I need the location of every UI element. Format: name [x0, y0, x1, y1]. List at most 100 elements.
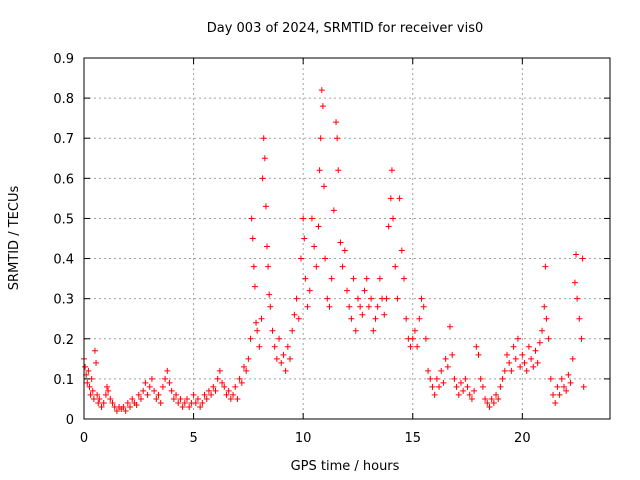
data-point [565, 371, 572, 378]
data-point [306, 287, 313, 294]
data-point [166, 379, 173, 386]
y-tick-label: 0.2 [53, 333, 74, 348]
data-point [457, 379, 464, 386]
data-point [164, 367, 171, 374]
data-point [359, 311, 366, 318]
data-point [247, 335, 254, 342]
data-point [248, 215, 255, 222]
y-tick-label: 0.6 [53, 172, 74, 187]
data-point [308, 215, 315, 222]
data-point [455, 391, 462, 398]
data-point [184, 395, 191, 402]
data-point [236, 375, 243, 382]
data-point [512, 355, 519, 362]
data-point [479, 383, 486, 390]
data-point [576, 315, 583, 322]
data-point [120, 403, 127, 410]
data-point [550, 391, 557, 398]
data-point [490, 399, 497, 406]
data-point [534, 359, 541, 366]
data-point [219, 379, 226, 386]
data-point [256, 343, 263, 350]
data-point [493, 391, 500, 398]
data-point [113, 407, 120, 414]
data-point [109, 399, 116, 406]
data-point [440, 379, 447, 386]
data-point [339, 263, 346, 270]
data-point [84, 379, 91, 386]
data-point [523, 367, 530, 374]
data-point [407, 343, 414, 350]
data-point [396, 195, 403, 202]
data-point [337, 239, 344, 246]
data-point [567, 379, 574, 386]
data-point [144, 391, 151, 398]
data-point [313, 263, 320, 270]
data-point [579, 255, 586, 262]
data-point [542, 263, 549, 270]
data-point [370, 327, 377, 334]
data-point [420, 303, 427, 310]
data-point [477, 375, 484, 382]
data-point [243, 367, 250, 374]
data-point [124, 399, 131, 406]
data-point [253, 319, 260, 326]
data-point [330, 207, 337, 214]
data-point [449, 351, 456, 358]
y-tick-label: 0.4 [53, 253, 74, 268]
data-point [259, 175, 266, 182]
grid-lines [84, 58, 610, 419]
y-axis-label: SRMTID / TECUs [7, 186, 22, 291]
data-point [105, 387, 112, 394]
data-point [249, 235, 256, 242]
data-point [94, 391, 101, 398]
data-point [90, 395, 97, 402]
data-point [194, 395, 201, 402]
data-point [297, 255, 304, 262]
data-point [519, 351, 526, 358]
data-point [416, 315, 423, 322]
data-point [357, 303, 364, 310]
x-tick-label: 15 [404, 431, 421, 446]
data-point [468, 395, 475, 402]
data-point [186, 403, 193, 410]
data-point [304, 303, 311, 310]
data-point [532, 347, 539, 354]
data-point [429, 383, 436, 390]
data-point [157, 399, 164, 406]
data-point [334, 135, 341, 142]
y-tick-label: 0.5 [53, 212, 74, 227]
data-point [554, 383, 561, 390]
data-point [398, 247, 405, 254]
data-point [287, 355, 294, 362]
data-point [225, 387, 232, 394]
data-point [203, 395, 210, 402]
data-point [179, 403, 186, 410]
data-point [240, 363, 247, 370]
data-point [273, 355, 280, 362]
data-point [387, 195, 394, 202]
x-tick-label: 10 [295, 431, 312, 446]
data-point [372, 315, 379, 322]
data-point [539, 327, 546, 334]
data-point [514, 335, 521, 342]
data-point [517, 363, 524, 370]
data-point [447, 323, 454, 330]
x-tick-label: 0 [80, 431, 88, 446]
data-point [159, 383, 166, 390]
data-point [261, 155, 268, 162]
data-point [552, 399, 559, 406]
data-point [177, 395, 184, 402]
data-point [104, 383, 111, 390]
y-tick-label: 0.1 [53, 373, 74, 388]
data-point [223, 391, 230, 398]
data-point [574, 295, 581, 302]
data-point [431, 391, 438, 398]
data-point [580, 383, 587, 390]
data-point [354, 295, 361, 302]
data-point [300, 215, 307, 222]
data-point [508, 367, 515, 374]
data-point [276, 335, 283, 342]
data-point [284, 343, 291, 350]
